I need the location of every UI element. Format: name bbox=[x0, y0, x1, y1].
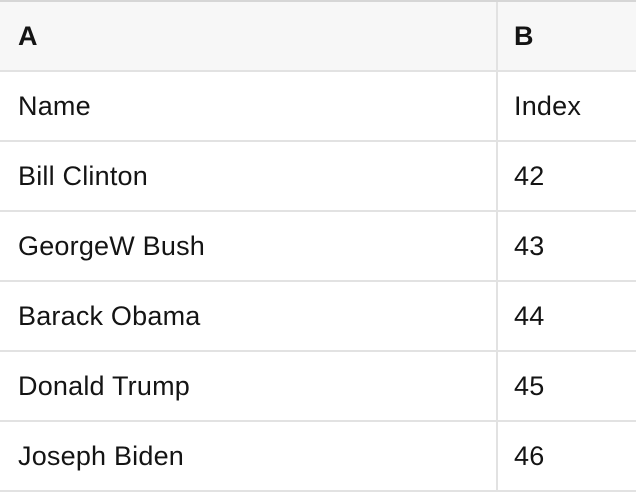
table-row: Name Index bbox=[0, 72, 636, 142]
table-row: Barack Obama 44 bbox=[0, 282, 636, 352]
table-row: Joseph Biden 46 bbox=[0, 422, 636, 492]
column-header-A[interactable]: A bbox=[0, 2, 498, 72]
table-cell-A6[interactable]: Joseph Biden bbox=[0, 422, 498, 492]
table-cell-B2[interactable]: 42 bbox=[498, 142, 636, 212]
table-cell-B4[interactable]: 44 bbox=[498, 282, 636, 352]
table-cell-A5[interactable]: Donald Trump bbox=[0, 352, 498, 422]
table-row: GeorgeW Bush 43 bbox=[0, 212, 636, 282]
table-body: Name Index Bill Clinton 42 GeorgeW Bush 43 Bar… bbox=[0, 72, 636, 492]
table-cell-B1[interactable]: Index bbox=[498, 72, 636, 142]
column-header-B[interactable]: B bbox=[498, 2, 636, 72]
table-cell-B6[interactable]: 46 bbox=[498, 422, 636, 492]
table-cell-A2[interactable]: Bill Clinton bbox=[0, 142, 498, 212]
table-cell-A3[interactable]: GeorgeW Bush bbox=[0, 212, 498, 282]
table-cell-A4[interactable]: Barack Obama bbox=[0, 282, 498, 352]
table-row: Bill Clinton 42 bbox=[0, 142, 636, 212]
table-cell-A1[interactable]: Name bbox=[0, 72, 498, 142]
table-cell-B5[interactable]: 45 bbox=[498, 352, 636, 422]
table-row: Donald Trump 45 bbox=[0, 352, 636, 422]
table-cell-B3[interactable]: 43 bbox=[498, 212, 636, 282]
